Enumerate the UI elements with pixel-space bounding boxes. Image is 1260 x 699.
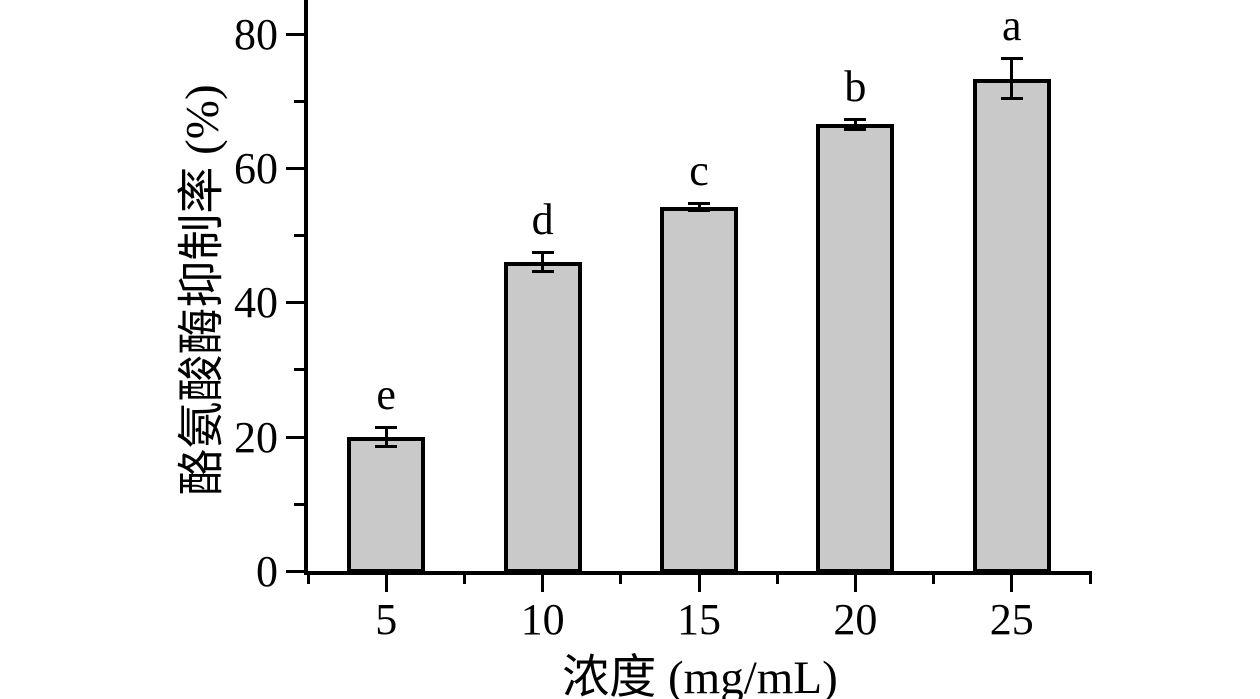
bar xyxy=(816,124,895,573)
x-major-tick xyxy=(384,575,388,592)
x-major-tick xyxy=(541,575,545,592)
y-major-tick xyxy=(286,301,304,305)
y-minor-tick xyxy=(294,99,304,103)
y-tick-label: 20 xyxy=(234,412,278,462)
error-bar-cap-top xyxy=(531,250,554,254)
bar-significance-letter: d xyxy=(531,194,554,244)
error-bar-line xyxy=(697,202,701,211)
error-bar-cap-bottom xyxy=(1000,96,1023,100)
y-minor-tick xyxy=(294,502,304,506)
error-bar-cap-top xyxy=(844,117,867,121)
error-bar-cap-bottom xyxy=(688,208,710,212)
bar-significance-letter: e xyxy=(376,369,396,419)
error-bar-cap-top xyxy=(375,425,398,429)
x-tick-label: 15 xyxy=(677,595,721,644)
y-major-tick xyxy=(286,435,304,439)
y-tick-label: 80 xyxy=(234,9,278,59)
bar xyxy=(660,206,738,573)
x-minor-tick xyxy=(775,575,779,584)
error-bar-cap-bottom xyxy=(375,444,398,448)
error-bar-line xyxy=(853,118,857,130)
x-major-tick xyxy=(1010,575,1014,592)
y-axis-title: 酪氨酸酶抑制率 (%) xyxy=(176,84,229,496)
x-tick-label: 5 xyxy=(375,595,398,644)
x-tick-label: 10 xyxy=(520,595,565,644)
y-major-tick xyxy=(286,32,304,36)
y-major-tick xyxy=(286,166,304,170)
bar xyxy=(347,436,426,573)
y-minor-tick xyxy=(294,368,304,372)
error-bar-line xyxy=(384,426,388,447)
x-minor-tick xyxy=(306,575,310,584)
bar xyxy=(972,78,1051,573)
x-axis-line xyxy=(304,571,1092,575)
x-minor-tick xyxy=(932,575,936,584)
error-bar-cap-top xyxy=(1000,57,1023,61)
bar-significance-letter: b xyxy=(844,61,867,111)
y-minor-tick xyxy=(294,234,304,238)
y-tick-label: 60 xyxy=(234,143,278,193)
x-tick-label: 25 xyxy=(989,595,1034,644)
error-bar-line xyxy=(1010,58,1014,99)
x-axis-title: 浓度 (mg/mL) xyxy=(562,652,838,699)
x-tick-label: 20 xyxy=(833,595,878,644)
x-minor-tick xyxy=(619,575,623,584)
error-bar-cap-bottom xyxy=(844,127,867,131)
x-minor-tick xyxy=(462,575,466,584)
x-major-tick xyxy=(697,575,701,592)
x-major-tick xyxy=(853,575,857,592)
y-axis-line xyxy=(304,0,308,575)
error-bar-line xyxy=(541,251,545,273)
bar-significance-letter: c xyxy=(689,145,709,195)
error-bar-cap-bottom xyxy=(531,270,554,274)
bar-significance-letter: a xyxy=(1002,1,1022,51)
y-tick-label: 40 xyxy=(234,278,278,328)
x-minor-tick xyxy=(1088,575,1092,584)
bar xyxy=(503,261,582,573)
y-tick-label: 0 xyxy=(256,547,278,596)
y-major-tick xyxy=(286,570,304,573)
error-bar-cap-top xyxy=(688,201,710,205)
